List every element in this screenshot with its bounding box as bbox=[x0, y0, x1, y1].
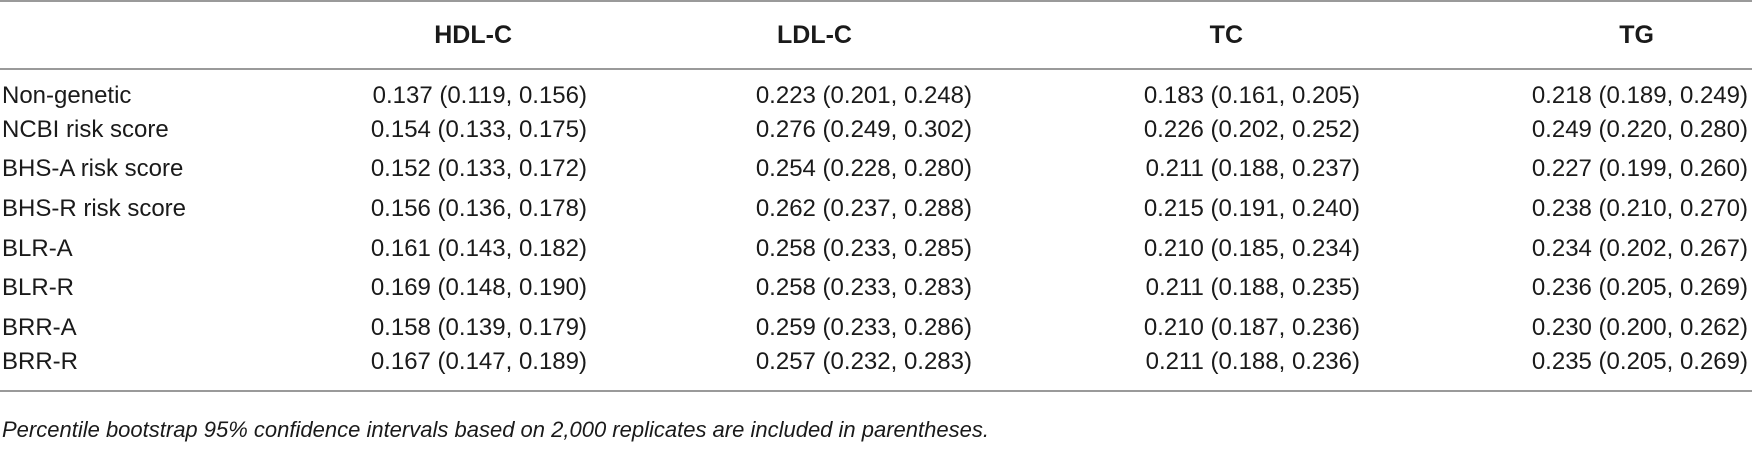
table-cell: 0.234 (0.202, 0.267) bbox=[1531, 234, 1748, 262]
table-cell: 0.262 (0.237, 0.288) bbox=[755, 194, 972, 222]
table-cell: 0.169 (0.148, 0.190) bbox=[370, 274, 587, 302]
table-cell: 0.211 (0.188, 0.236) bbox=[975, 347, 1363, 392]
table-cell: 0.276 (0.249, 0.302) bbox=[755, 115, 972, 143]
table-header-row: HDL-C LDL-C TC TG bbox=[0, 0, 1752, 70]
row-label: BHS-A risk score bbox=[2, 155, 184, 183]
results-table-container: HDL-C LDL-C TC TG Non-genetic 0.137 (0.1… bbox=[0, 0, 1752, 392]
table-cell: 0.211 (0.188, 0.235) bbox=[1145, 274, 1360, 302]
table-cell: 0.211 (0.188, 0.237) bbox=[1145, 155, 1360, 183]
header-cell-ldl-c: LDL-C bbox=[590, 0, 975, 70]
table-cell: 0.227 (0.199, 0.260) bbox=[1531, 155, 1748, 183]
table-cell: 0.183 (0.161, 0.205) bbox=[1143, 82, 1360, 109]
table-cell: 0.210 (0.185, 0.234) bbox=[1143, 234, 1360, 262]
table-cell: 0.158 (0.139, 0.179) bbox=[370, 313, 587, 341]
table-row: BLR-R 0.169 (0.148, 0.190) 0.258 (0.233,… bbox=[0, 268, 1752, 308]
table-cell: 0.156 (0.136, 0.178) bbox=[370, 194, 587, 222]
table-row: BRR-R 0.167 (0.147, 0.189) 0.257 (0.232,… bbox=[0, 347, 1752, 392]
table-row: BHS-A risk score 0.152 (0.133, 0.172) 0.… bbox=[0, 150, 1752, 190]
table-cell: 0.238 (0.210, 0.270) bbox=[1531, 194, 1748, 222]
header-cell-tc: TC bbox=[975, 0, 1363, 70]
table-row: BLR-A 0.161 (0.143, 0.182) 0.258 (0.233,… bbox=[0, 229, 1752, 269]
table-cell: 0.161 (0.143, 0.182) bbox=[370, 234, 587, 262]
table-cell: 0.258 (0.233, 0.285) bbox=[755, 234, 972, 262]
header-cell-tg: TG bbox=[1363, 0, 1752, 70]
row-label: BHS-R risk score bbox=[2, 194, 187, 222]
row-label: BRR-A bbox=[2, 313, 77, 341]
table-cell: 0.254 (0.228, 0.280) bbox=[755, 155, 972, 183]
table-row: NCBI risk score 0.154 (0.133, 0.175) 0.2… bbox=[0, 110, 1752, 150]
row-label: NCBI risk score bbox=[2, 115, 169, 143]
table-cell: 0.215 (0.191, 0.240) bbox=[1143, 194, 1360, 222]
table-cell: 0.236 (0.205, 0.269) bbox=[1531, 274, 1748, 302]
header-cell-hdl-c: HDL-C bbox=[320, 0, 590, 70]
table-row: BHS-R risk score 0.156 (0.136, 0.178) 0.… bbox=[0, 189, 1752, 229]
row-label: BLR-R bbox=[2, 274, 75, 302]
table-footnote: Percentile bootstrap 95% confidence inte… bbox=[2, 417, 989, 442]
table-cell: 0.257 (0.232, 0.283) bbox=[590, 347, 975, 392]
table-cell: 0.230 (0.200, 0.262) bbox=[1531, 313, 1748, 341]
table-cell: 0.154 (0.133, 0.175) bbox=[370, 115, 587, 143]
row-label: BLR-A bbox=[2, 234, 73, 262]
table-cell: 0.218 (0.189, 0.249) bbox=[1531, 82, 1748, 109]
table-cell: 0.235 (0.205, 0.269) bbox=[1363, 347, 1752, 392]
header-cell-empty bbox=[0, 0, 320, 70]
table-cell: 0.137 (0.119, 0.156) bbox=[372, 82, 587, 109]
table-cell: 0.249 (0.220, 0.280) bbox=[1531, 115, 1748, 143]
results-table: HDL-C LDL-C TC TG Non-genetic 0.137 (0.1… bbox=[0, 0, 1752, 392]
table-cell: 0.152 (0.133, 0.172) bbox=[370, 155, 587, 183]
table-cell: 0.259 (0.233, 0.286) bbox=[755, 313, 972, 341]
table-row: Non-genetic 0.137 (0.119, 0.156) 0.223 (… bbox=[0, 69, 1752, 110]
table-cell: 0.223 (0.201, 0.248) bbox=[755, 82, 972, 109]
table-cell: 0.258 (0.233, 0.283) bbox=[755, 274, 972, 302]
table-cell: 0.226 (0.202, 0.252) bbox=[1143, 115, 1360, 143]
table-cell: 0.210 (0.187, 0.236) bbox=[1143, 313, 1360, 341]
table-cell: 0.167 (0.147, 0.189) bbox=[320, 347, 590, 392]
row-label: Non-genetic bbox=[2, 82, 132, 109]
row-label: BRR-R bbox=[0, 347, 320, 392]
table-row: BRR-A 0.158 (0.139, 0.179) 0.259 (0.233,… bbox=[0, 308, 1752, 348]
